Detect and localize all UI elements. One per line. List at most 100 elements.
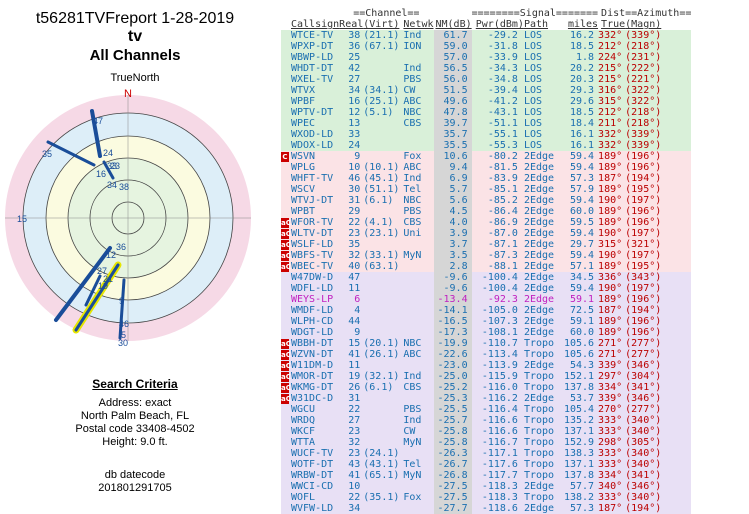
power-cell: -117.6	[481, 459, 518, 470]
network-cell	[403, 316, 433, 327]
network-cell: Ind	[403, 63, 422, 74]
azimuth-magn-cell: (304°)	[625, 371, 662, 382]
power-cell: -105.0	[481, 305, 518, 316]
azimuth-true-cell: 189°	[598, 294, 623, 305]
compass-n: N	[124, 88, 132, 100]
distance-cell: 60.0	[569, 327, 595, 338]
azimuth-true-cell: 215°	[598, 74, 623, 85]
path-cell: 2Edge	[523, 305, 555, 316]
signal-beam	[54, 246, 112, 322]
distance-cell: 137.1	[563, 459, 595, 470]
real-channel-cell: 34	[348, 85, 361, 96]
azimuth-true-cell: 334°	[598, 470, 623, 481]
callsign-cell: WMDF-LD	[291, 305, 334, 316]
real-channel-cell: 40	[348, 261, 361, 272]
row-badge: aC	[281, 371, 291, 382]
row-badge: aC	[281, 228, 291, 239]
real-channel-cell: 43	[348, 459, 361, 470]
path-cell: Tropo	[523, 371, 555, 382]
nm-cell: 57.0	[433, 52, 472, 63]
azimuth-true-cell: 340°	[598, 481, 623, 492]
distance-cell: 59.4	[569, 250, 595, 261]
station-row: WEYS-LP 6 -13.4 -92.3 2Edge 59.1 189° (196°)	[281, 294, 692, 305]
station-row: WDFL-LD 11 -9.6 -100.4 2Edge 59.4 190° (197°)	[281, 283, 692, 294]
network-cell: NBC	[403, 195, 422, 206]
nm-cell: -22.6	[433, 349, 472, 360]
real-channel-cell: 24	[348, 140, 361, 151]
nm-cell: 3.9	[433, 228, 472, 239]
virtual-channel-cell	[363, 327, 403, 338]
real-channel-cell: 27	[348, 415, 361, 426]
azimuth-magn-cell: (197°)	[625, 228, 662, 239]
station-row: WTTA 32 MyN -25.8 -116.7 Tropo 152.9 298° (305°)	[281, 437, 692, 448]
signal-beam	[90, 109, 102, 158]
real-channel-cell: 22	[348, 217, 361, 228]
virtual-channel-cell: (6.1)	[363, 382, 394, 393]
station-row: aC WSLF-LD 35 3.7 -87.1 2Edge 29.7 315° (321°)	[281, 239, 692, 250]
polar-channel-label: 15	[17, 214, 27, 224]
station-row: aC WZVN-DT 41 (26.1) ABC -22.6 -113.4 Tropo 105.…	[281, 349, 692, 360]
path-cell: 2Edge	[523, 503, 555, 514]
callsign-cell: WDOX-LD	[291, 140, 334, 151]
virtual-channel-cell: (6.1)	[363, 195, 394, 206]
azimuth-magn-cell: (195°)	[625, 261, 662, 272]
nm-cell: -9.6	[433, 272, 472, 283]
coverage-badge: aC	[281, 383, 291, 393]
azimuth-magn-cell: (321°)	[625, 239, 662, 250]
station-row: aC WBBH-DT 15 (20.1) NBC -19.9 -110.7 Tropo 105.…	[281, 338, 692, 349]
real-channel-cell: 32	[348, 437, 361, 448]
nm-cell: -13.4	[433, 294, 472, 305]
nm-cell: 49.6	[433, 96, 472, 107]
real-channel-cell: 36	[348, 41, 361, 52]
station-row: aC WBFS-TV 32 (33.1) MyN 3.5 -87.3 2Edge 59.4 190…	[281, 250, 692, 261]
virtual-channel-cell: (24.1)	[363, 448, 400, 459]
power-cell: -81.5	[487, 162, 518, 173]
azimuth-magn-cell: (322°)	[625, 85, 662, 96]
callsign-cell: WBWP-LD	[291, 52, 334, 63]
azimuth-magn-cell: (340°)	[625, 492, 662, 503]
callsign-cell: WTVX	[291, 85, 316, 96]
network-cell: Ind	[403, 30, 422, 41]
nm-cell: -23.0	[433, 360, 472, 371]
path-cell: 2Edge	[523, 261, 555, 272]
path-cell: LOS	[523, 140, 542, 151]
path-cell: LOS	[523, 63, 542, 74]
station-row: WKCF 23 CW -25.8 -116.6 Tropo 137.1 333° (340°)	[281, 426, 692, 437]
nm-cell: 3.7	[433, 239, 472, 250]
path-cell: 2Edge	[523, 184, 555, 195]
virtual-channel-cell	[363, 481, 403, 492]
real-channel-cell: 41	[348, 470, 361, 481]
station-row: aC W31DC-D 31 -25.3 -116.2 2Edge 53.7 339° (346°…	[281, 393, 692, 404]
network-cell: Ind	[403, 371, 422, 382]
path-cell: LOS	[523, 85, 542, 96]
path-cell: 2Edge	[523, 151, 555, 162]
callsign-cell: WSLF-LD	[291, 239, 334, 250]
distance-cell: 59.1	[569, 294, 595, 305]
station-row: aC WFOR-TV 22 (4.1) CBS 4.0 -86.9 2Edge 59.5 189°…	[281, 217, 692, 228]
path-cell: 2Edge	[523, 173, 555, 184]
azimuth-true-cell: 189°	[598, 316, 623, 327]
path-cell: LOS	[523, 118, 542, 129]
callsign-cell: WRBW-DT	[291, 470, 334, 481]
virtual-channel-cell	[363, 404, 403, 415]
power-cell: -113.9	[481, 360, 518, 371]
distance-cell: 59.4	[569, 228, 595, 239]
row-badge	[281, 173, 291, 184]
callsign-cell: WTVJ-DT	[291, 195, 334, 206]
azimuth-true-cell: 189°	[598, 261, 623, 272]
azimuth-magn-cell: (196°)	[625, 294, 662, 305]
real-channel-cell: 15	[348, 338, 361, 349]
virtual-channel-cell: (63.1)	[363, 261, 400, 272]
azimuth-true-cell: 189°	[598, 184, 623, 195]
real-channel-cell: 23	[348, 448, 361, 459]
virtual-channel-cell	[363, 316, 403, 327]
row-badge	[281, 481, 291, 492]
nm-cell: -26.7	[433, 459, 472, 470]
report-subtitle: tv	[127, 28, 143, 45]
real-channel-cell: 26	[348, 382, 361, 393]
station-row: WMDF-LD 4 -14.1 -105.0 2Edge 72.5 187° (194°)	[281, 305, 692, 316]
polar-channel-label: 21	[103, 274, 113, 284]
network-cell: PBS	[403, 206, 422, 217]
path-cell: Tropo	[523, 426, 555, 437]
